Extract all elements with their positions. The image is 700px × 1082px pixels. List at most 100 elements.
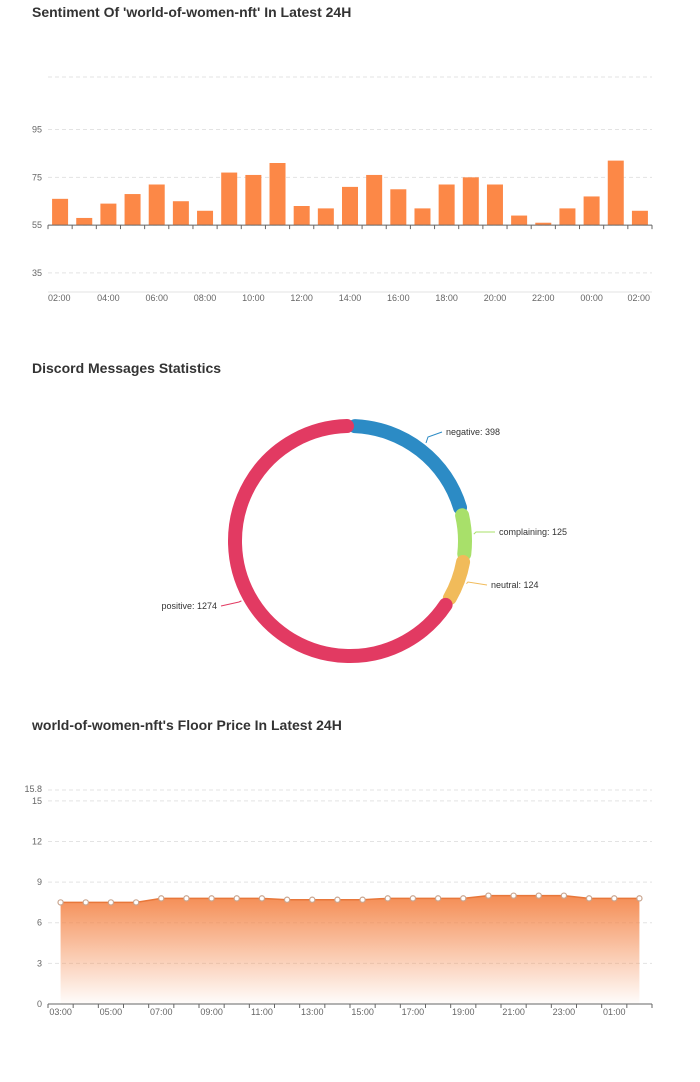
x-tick-label: 20:00: [484, 293, 507, 303]
floor-price-chart-title: world-of-women-nft's Floor Price In Late…: [32, 717, 342, 733]
x-tick-label: 04:00: [97, 293, 120, 303]
floor-price-point: [183, 895, 190, 902]
floor-price-point: [535, 892, 542, 899]
x-tick-label: 02:00: [48, 293, 71, 303]
floor-price-point: [107, 899, 115, 906]
y-tick-label: 15: [32, 796, 42, 806]
y-tick-label: 75: [32, 172, 42, 182]
sentiment-bar: [245, 174, 262, 226]
sentiment-bar: [148, 184, 165, 226]
x-tick-label: 02:00: [627, 293, 650, 303]
x-tick-label: 06:00: [145, 293, 168, 303]
sentiment-bar: [366, 174, 383, 226]
sentiment-bar: [535, 222, 552, 226]
sentiment-bar: [438, 184, 455, 226]
x-tick-label: 07:00: [150, 1007, 173, 1017]
x-tick-label: 16:00: [387, 293, 410, 303]
floor-price-point: [611, 895, 618, 902]
x-tick-label: 23:00: [553, 1007, 576, 1017]
sentiment-bar-chart: 35 55 75 95 02:00 04:00 06:00 08:00 10:00 12:00 14…: [32, 76, 653, 303]
x-tick-label: 15:00: [351, 1007, 374, 1017]
sentiment-bar: [486, 184, 503, 226]
neutral-data-label: neutral: 124: [491, 580, 539, 590]
x-tick-label: 22:00: [532, 293, 555, 303]
floor-price-area-chart: 15.8 0 3 6 9 12 15 03:00 05:00 07:00 09:00 11:00 13:…: [24, 784, 653, 1017]
sentiment-bar: [511, 215, 528, 226]
positive-slice: [228, 419, 453, 663]
y-tick-label: 35: [32, 268, 42, 278]
floor-price-point: [283, 896, 291, 903]
floor-price-point: [409, 895, 417, 902]
floor-price-point: [384, 895, 391, 902]
complaining-slice: [455, 508, 472, 562]
floor-price-point: [359, 896, 366, 903]
sentiment-bar: [390, 189, 407, 226]
sentiment-bar: [583, 196, 600, 226]
positive-data-label: positive: 1274: [161, 601, 217, 611]
x-tick-label: 09:00: [200, 1007, 223, 1017]
y-tick-label: 0: [37, 999, 42, 1009]
negative-leader-line: [425, 431, 443, 444]
floor-price-point: [510, 892, 517, 899]
sentiment-bar: [317, 208, 334, 226]
discord-donut-chart: negative: 398 complaining: 125 neutral: 12…: [161, 419, 567, 663]
sentiment-bar: [342, 186, 358, 226]
x-tick-label: 12:00: [290, 293, 313, 303]
sentiment-bar: [269, 163, 286, 226]
sentiment-chart-title: Sentiment Of 'world-of-women-nft' In Lat…: [32, 4, 352, 20]
floor-price-point: [460, 895, 467, 902]
floor-price-point: [636, 895, 643, 902]
y-tick-label: 12: [32, 836, 42, 846]
x-tick-label: 03:00: [49, 1007, 72, 1017]
x-tick-label: 19:00: [452, 1007, 475, 1017]
y-tick-label: 55: [32, 220, 42, 230]
x-tick-label: 10:00: [242, 293, 265, 303]
x-tick-label: 17:00: [402, 1007, 425, 1017]
sentiment-bar: [293, 206, 310, 226]
floor-price-area: [60, 895, 640, 1004]
x-tick-label: 14:00: [339, 293, 362, 303]
x-tick-label: 13:00: [301, 1007, 324, 1017]
floor-price-point: [334, 896, 341, 903]
negative-slice: [348, 419, 468, 515]
sentiment-bar: [559, 208, 576, 226]
floor-price-point: [57, 899, 64, 906]
x-tick-label: 05:00: [100, 1007, 123, 1017]
neutral-leader-line: [466, 581, 488, 586]
sentiment-bar: [607, 160, 624, 226]
floor-price-line: [60, 894, 640, 904]
complaining-leader-line: [473, 531, 495, 535]
floor-price-point: [434, 895, 442, 902]
sentiment-bar: [172, 201, 189, 226]
sentiment-section: Sentiment Of 'world-of-women-nft' In Lat…: [0, 0, 700, 320]
floor-price-point: [258, 895, 266, 902]
x-tick-label: 21:00: [502, 1007, 525, 1017]
x-tick-label: 08:00: [194, 293, 217, 303]
sentiment-bar: [100, 203, 117, 226]
floor-price-point: [585, 895, 593, 902]
floor-price-point: [132, 899, 140, 906]
discord-section: Discord Messages Statistics negative: 39…: [0, 355, 700, 685]
floor-price-point: [485, 892, 492, 899]
y-max-label: 15.8: [24, 784, 42, 794]
floor-price-point: [233, 895, 240, 902]
floor-price-point: [82, 899, 89, 906]
sentiment-bar: [197, 210, 214, 226]
sentiment-bar: [124, 194, 141, 226]
sentiment-bar: [52, 198, 69, 226]
sentiment-bar: [76, 217, 93, 226]
y-tick-label: 9: [37, 877, 42, 887]
y-tick-label: 3: [37, 958, 42, 968]
y-tick-label: 6: [37, 918, 42, 928]
floor-price-point: [560, 892, 568, 899]
positive-leader-line: [220, 600, 242, 607]
x-tick-label: 00:00: [580, 293, 603, 303]
x-tick-label: 18:00: [435, 293, 458, 303]
x-tick-label: 01:00: [603, 1007, 626, 1017]
sentiment-bar: [414, 208, 431, 226]
y-tick-label: 95: [32, 125, 42, 135]
negative-data-label: negative: 398: [446, 427, 500, 437]
discord-chart-title: Discord Messages Statistics: [32, 360, 222, 376]
floor-price-point: [309, 896, 316, 903]
floor-price-section: world-of-women-nft's Floor Price In Late…: [0, 712, 700, 1042]
